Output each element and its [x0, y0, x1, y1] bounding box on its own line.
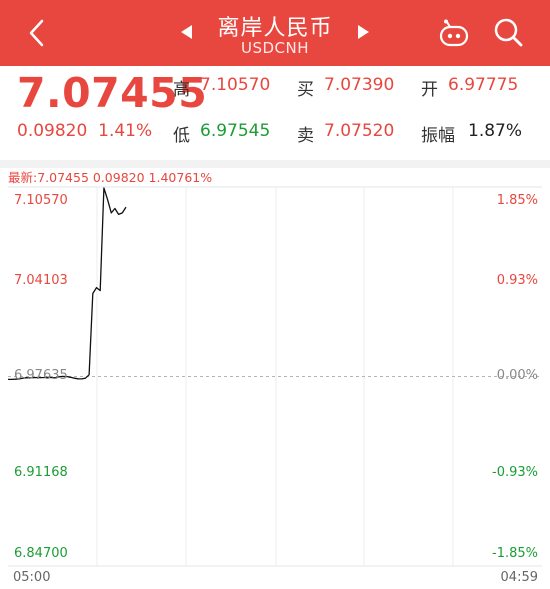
x-start-label: 05:00: [13, 570, 51, 585]
header-bar: 离岸人民币 USDCNH: [0, 0, 550, 66]
price-change: 0.09820 1.41%: [17, 121, 152, 141]
chart-canvas: [8, 186, 542, 567]
high-value: 7.10570: [200, 75, 271, 95]
intraday-chart[interactable]: 最新:7.07455 0.09820 1.40761% 7.10570 7.04…: [0, 168, 550, 589]
latest-quote-line: 最新:7.07455 0.09820 1.40761%: [8, 170, 213, 185]
y-right-tick-3: 0.00%: [496, 368, 538, 383]
triangle-left-icon: [181, 25, 192, 39]
y-right-tick-1: 1.85%: [496, 193, 538, 208]
low-value: 6.97545: [200, 121, 271, 141]
chart-grid: [8, 186, 542, 567]
symbol-code: USDCNH: [240, 39, 310, 57]
ask-value: 7.07520: [324, 121, 395, 141]
bid-label: 买: [297, 80, 314, 100]
y-left-tick-3: 6.97635: [14, 368, 68, 383]
amplitude-label: 振幅: [421, 126, 455, 146]
y-left-tick-4: 6.91168: [14, 465, 68, 480]
x-end-label: 04:59: [500, 570, 538, 585]
y-right-tick-2: 0.93%: [496, 273, 538, 288]
robot-icon: [439, 19, 469, 47]
assistant-button[interactable]: [438, 18, 470, 48]
previous-symbol-button[interactable]: [181, 24, 193, 43]
open-label: 开: [421, 80, 438, 100]
price-line: [8, 187, 127, 381]
search-button[interactable]: [492, 16, 524, 48]
y-left-tick-1: 7.10570: [14, 193, 68, 208]
change-percent: 1.41%: [98, 121, 153, 141]
chevron-left-icon: [29, 19, 44, 47]
low-label: 低: [173, 126, 190, 146]
open-value: 6.97775: [448, 75, 519, 95]
search-icon: [494, 18, 523, 47]
y-right-tick-4: -0.93%: [492, 465, 538, 480]
y-left-tick-2: 7.04103: [14, 273, 68, 288]
high-label: 高: [173, 80, 190, 100]
bid-value: 7.07390: [324, 75, 395, 95]
amplitude-value: 1.87%: [468, 121, 523, 141]
triangle-right-icon: [358, 25, 369, 39]
y-right-tick-5: -1.85%: [492, 546, 538, 561]
section-divider: [0, 160, 550, 168]
quote-panel: 7.07455 0.09820 1.41% 高 7.10570 低 6.9754…: [0, 66, 550, 160]
page-title: 离岸人民币: [217, 16, 333, 41]
y-left-tick-5: 6.84700: [14, 546, 68, 561]
back-button[interactable]: [22, 16, 54, 50]
next-symbol-button[interactable]: [357, 24, 369, 43]
ask-label: 卖: [297, 126, 314, 146]
title-switcher: 离岸人民币 USDCNH: [175, 6, 375, 60]
last-price: 7.07455: [17, 69, 208, 117]
change-value: 0.09820: [17, 121, 88, 141]
